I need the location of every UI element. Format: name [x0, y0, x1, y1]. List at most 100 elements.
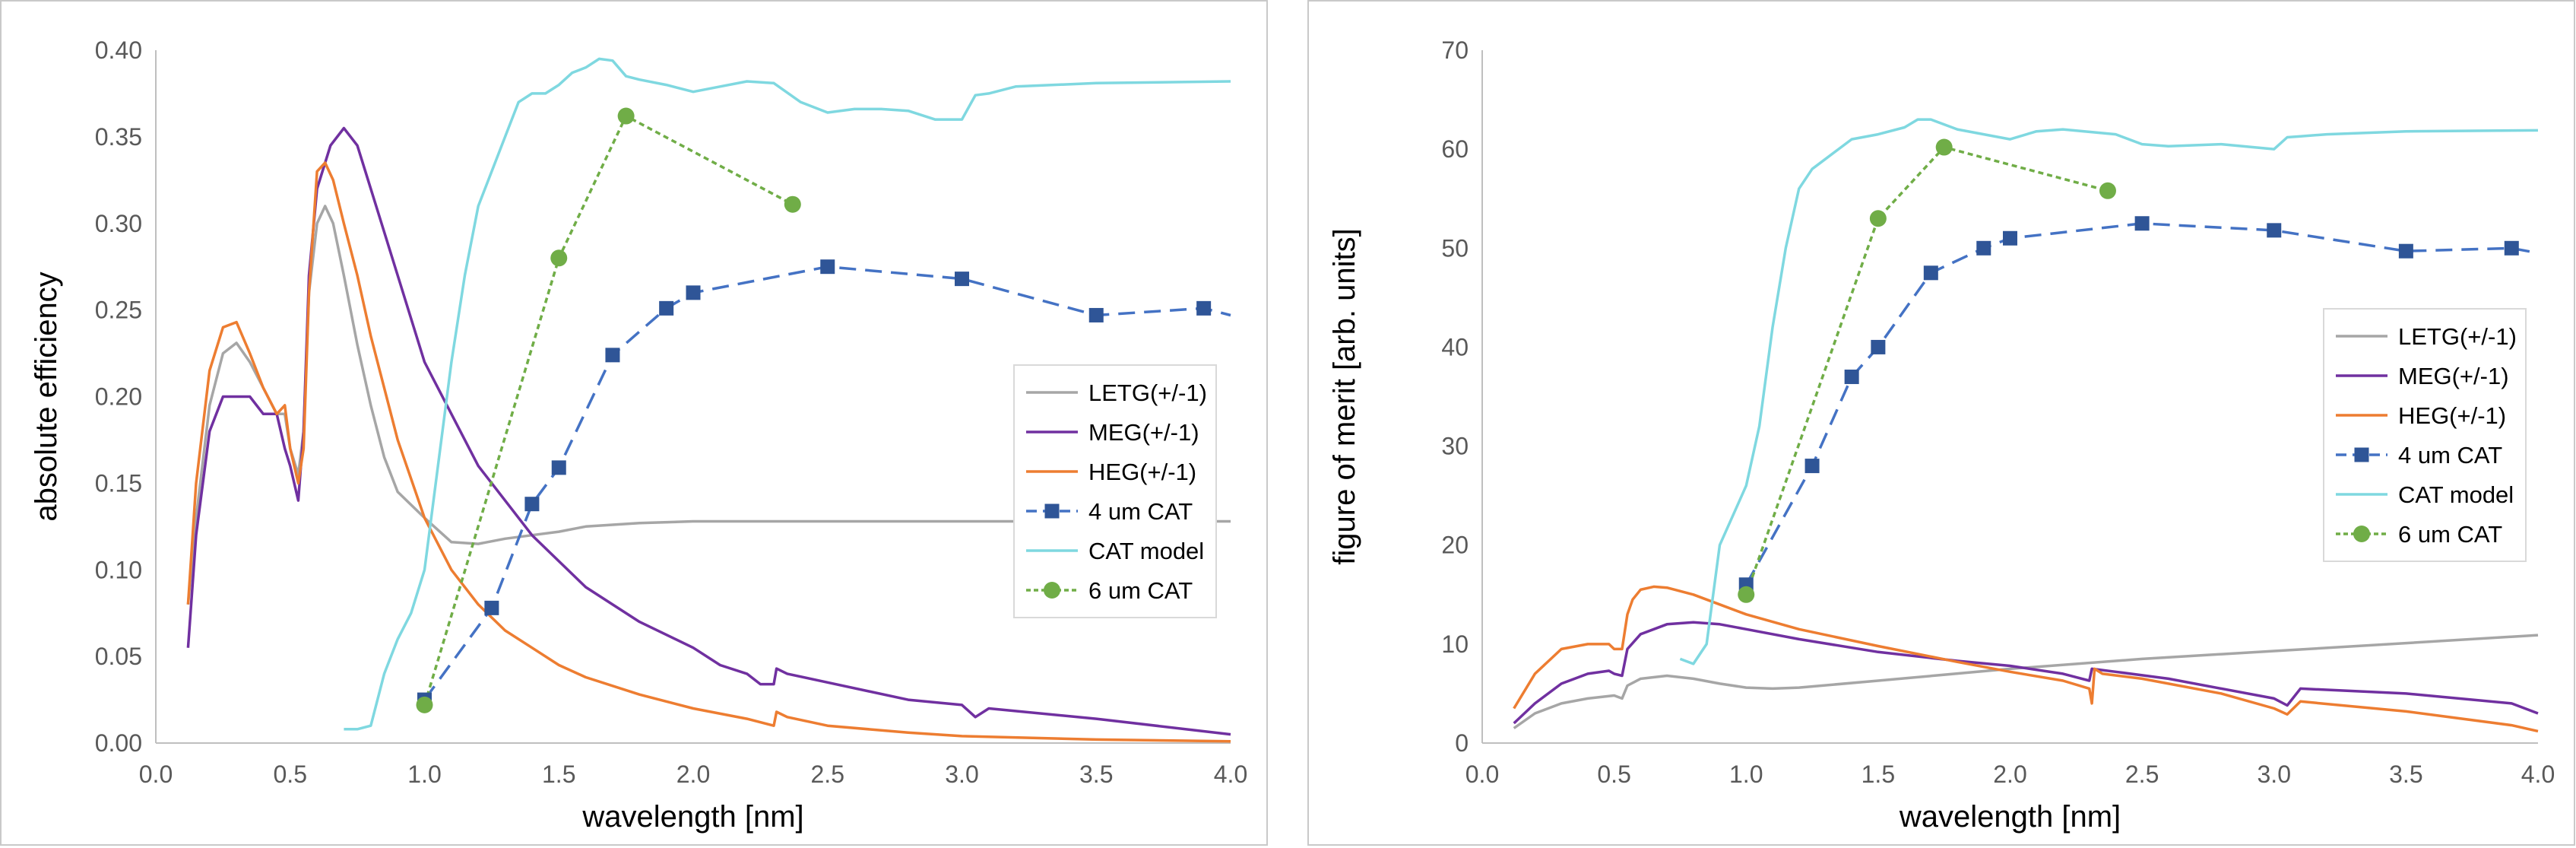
x-tick-label: 0.0	[139, 761, 173, 788]
series-line-meg-1	[1513, 621, 2539, 725]
y-tick-label: 0.15	[95, 469, 142, 497]
y-tick-label: 0.40	[95, 37, 142, 64]
data-point-6-um-cat	[1935, 138, 1953, 156]
data-point-4-um-cat	[2134, 216, 2150, 231]
data-point-6-um-cat	[550, 249, 568, 267]
x-tick-label: 4.0	[2521, 761, 2555, 788]
y-axis-title: figure of merit [arb. units]	[1328, 228, 1361, 564]
series-line-6-um-cat	[423, 114, 794, 706]
series-line-heg-1	[1513, 585, 2539, 733]
legend-marker-6-um-cat	[1044, 582, 1060, 599]
efficiency-chart: 0.0 0.5 1.0 1.5 2.0 2.5 3.0 3.5 4.0 0.00 0.05 0.10 0…	[30, 37, 1247, 834]
x-axis-title: wavelength [nm]	[1899, 800, 2121, 834]
y-tick-label: 40	[1441, 333, 1469, 360]
legend-marker-4-um-cat	[2354, 447, 2369, 462]
legend-label-4-um-cat: 4 um CAT	[1088, 498, 1193, 525]
data-point-4-um-cat	[1844, 369, 1859, 384]
y-tick-label: 60	[1441, 135, 1469, 163]
legend-label-4-um-cat: 4 um CAT	[2398, 442, 2502, 468]
data-point-4-um-cat	[955, 272, 969, 287]
legend: LETG(+/-1) MEG(+/-1) HEG(+/-1) 4 um CAT CAT …	[2323, 308, 2527, 562]
data-point-4-um-cat	[1088, 307, 1104, 322]
legend-label-letg-1: LETG(+/-1)	[1088, 380, 1207, 406]
data-point-6-um-cat	[416, 696, 433, 713]
legend-label-cat-model: CAT model	[1088, 538, 1204, 564]
y-tick-label: 0.35	[95, 123, 142, 151]
series-line-cat-model	[344, 57, 1231, 731]
data-point-4-um-cat	[2504, 240, 2519, 256]
x-tick-label: 3.5	[1079, 761, 1113, 788]
legend-label-meg-1: MEG(+/-1)	[1088, 419, 1199, 446]
data-point-4-um-cat	[1976, 240, 1991, 256]
data-point-6-um-cat	[2099, 182, 2116, 199]
data-point-4-um-cat	[2003, 230, 2017, 246]
data-point-6-um-cat	[1738, 586, 1755, 603]
data-point-4-um-cat	[484, 600, 499, 615]
legend-box	[1013, 364, 1217, 618]
legend-label-meg-1: MEG(+/-1)	[2398, 363, 2509, 389]
data-point-4-um-cat	[1804, 459, 1820, 474]
legend-label-heg-1: HEG(+/-1)	[1088, 459, 1196, 485]
x-tick-label: 0.5	[1597, 761, 1630, 788]
legend-marker-6-um-cat	[2353, 526, 2370, 542]
x-tick-label: 3.0	[945, 761, 978, 788]
y-tick-label: 0	[1455, 729, 1469, 757]
data-point-4-um-cat	[1196, 300, 1212, 316]
x-tick-label: 2.0	[676, 761, 710, 788]
legend-box	[2323, 308, 2527, 562]
data-point-4-um-cat	[1871, 339, 1886, 354]
data-point-4-um-cat	[686, 285, 701, 300]
series-line-letg-1	[1513, 634, 2539, 729]
legend-label-heg-1: HEG(+/-1)	[2398, 402, 2506, 429]
y-tick-label: 50	[1441, 234, 1469, 262]
x-tick-label: 0.5	[274, 761, 307, 788]
series-line-4-um-cat	[423, 265, 1231, 701]
legend-label-cat-model: CAT model	[2398, 481, 2514, 508]
figure-of-merit-chart: 0.0 0.5 1.0 1.5 2.0 2.5 3.0 3.5 4.0 0 10 20 30 40 50 60…	[1328, 37, 2555, 834]
y-tick-label: 0.00	[95, 729, 142, 757]
x-tick-label: 4.0	[1214, 761, 1247, 788]
y-tick-label: 30	[1441, 433, 1469, 460]
data-point-4-um-cat	[524, 497, 540, 512]
data-point-4-um-cat	[820, 259, 835, 275]
y-tick-label: 10	[1441, 630, 1469, 658]
y-tick-label: 0.25	[95, 297, 142, 324]
x-tick-label: 2.0	[1993, 761, 2026, 788]
y-tick-label: 70	[1441, 37, 1469, 64]
x-tick-label: 2.5	[2125, 761, 2159, 788]
y-axis-title: absolute efficiency	[30, 272, 63, 521]
y-tick-label: 0.05	[95, 643, 142, 670]
chart-panel-efficiency: 0.0 0.5 1.0 1.5 2.0 2.5 3.0 3.5 4.0 0.00 0.05 0.10 0…	[0, 0, 1268, 846]
legend-label-6-um-cat: 6 um CAT	[1088, 577, 1193, 604]
x-tick-label: 1.0	[1729, 761, 1763, 788]
data-point-4-um-cat	[605, 348, 620, 363]
data-point-4-um-cat	[659, 300, 674, 316]
chart-panel-figure-of-merit: 0.0 0.5 1.0 1.5 2.0 2.5 3.0 3.5 4.0 0 10 20 30 40 50 60…	[1307, 0, 2575, 846]
series-line-heg-1	[186, 161, 1231, 743]
series-line-6-um-cat	[1744, 145, 2109, 596]
y-tick-label: 0.20	[95, 383, 142, 411]
data-point-4-um-cat	[2398, 243, 2413, 259]
y-tick-label: 20	[1441, 532, 1469, 559]
data-point-4-um-cat	[2267, 223, 2282, 238]
x-axis-title: wavelength [nm]	[581, 800, 803, 834]
x-tick-label: 1.0	[407, 761, 441, 788]
data-point-6-um-cat	[1869, 210, 1887, 227]
data-point-4-um-cat	[551, 460, 566, 475]
x-tick-label: 1.5	[1862, 761, 1895, 788]
legend-label-letg-1: LETG(+/-1)	[2398, 323, 2517, 350]
x-tick-label: 3.5	[2389, 761, 2422, 788]
series-line-meg-1	[186, 126, 1231, 736]
y-tick-label: 0.10	[95, 556, 142, 583]
legend-marker-4-um-cat	[1044, 503, 1060, 519]
legend: LETG(+/-1) MEG(+/-1) HEG(+/-1) 4 um CAT CAT …	[1013, 364, 1217, 618]
y-tick-label: 0.30	[95, 210, 142, 237]
x-tick-label: 3.0	[2258, 761, 2291, 788]
data-point-6-um-cat	[784, 195, 801, 213]
x-tick-label: 2.5	[811, 761, 844, 788]
data-point-6-um-cat	[617, 107, 635, 125]
data-point-4-um-cat	[1923, 265, 1938, 281]
legend-label-6-um-cat: 6 um CAT	[2398, 521, 2502, 548]
series-line-letg-1	[186, 205, 1231, 605]
x-tick-label: 0.0	[1465, 761, 1499, 788]
